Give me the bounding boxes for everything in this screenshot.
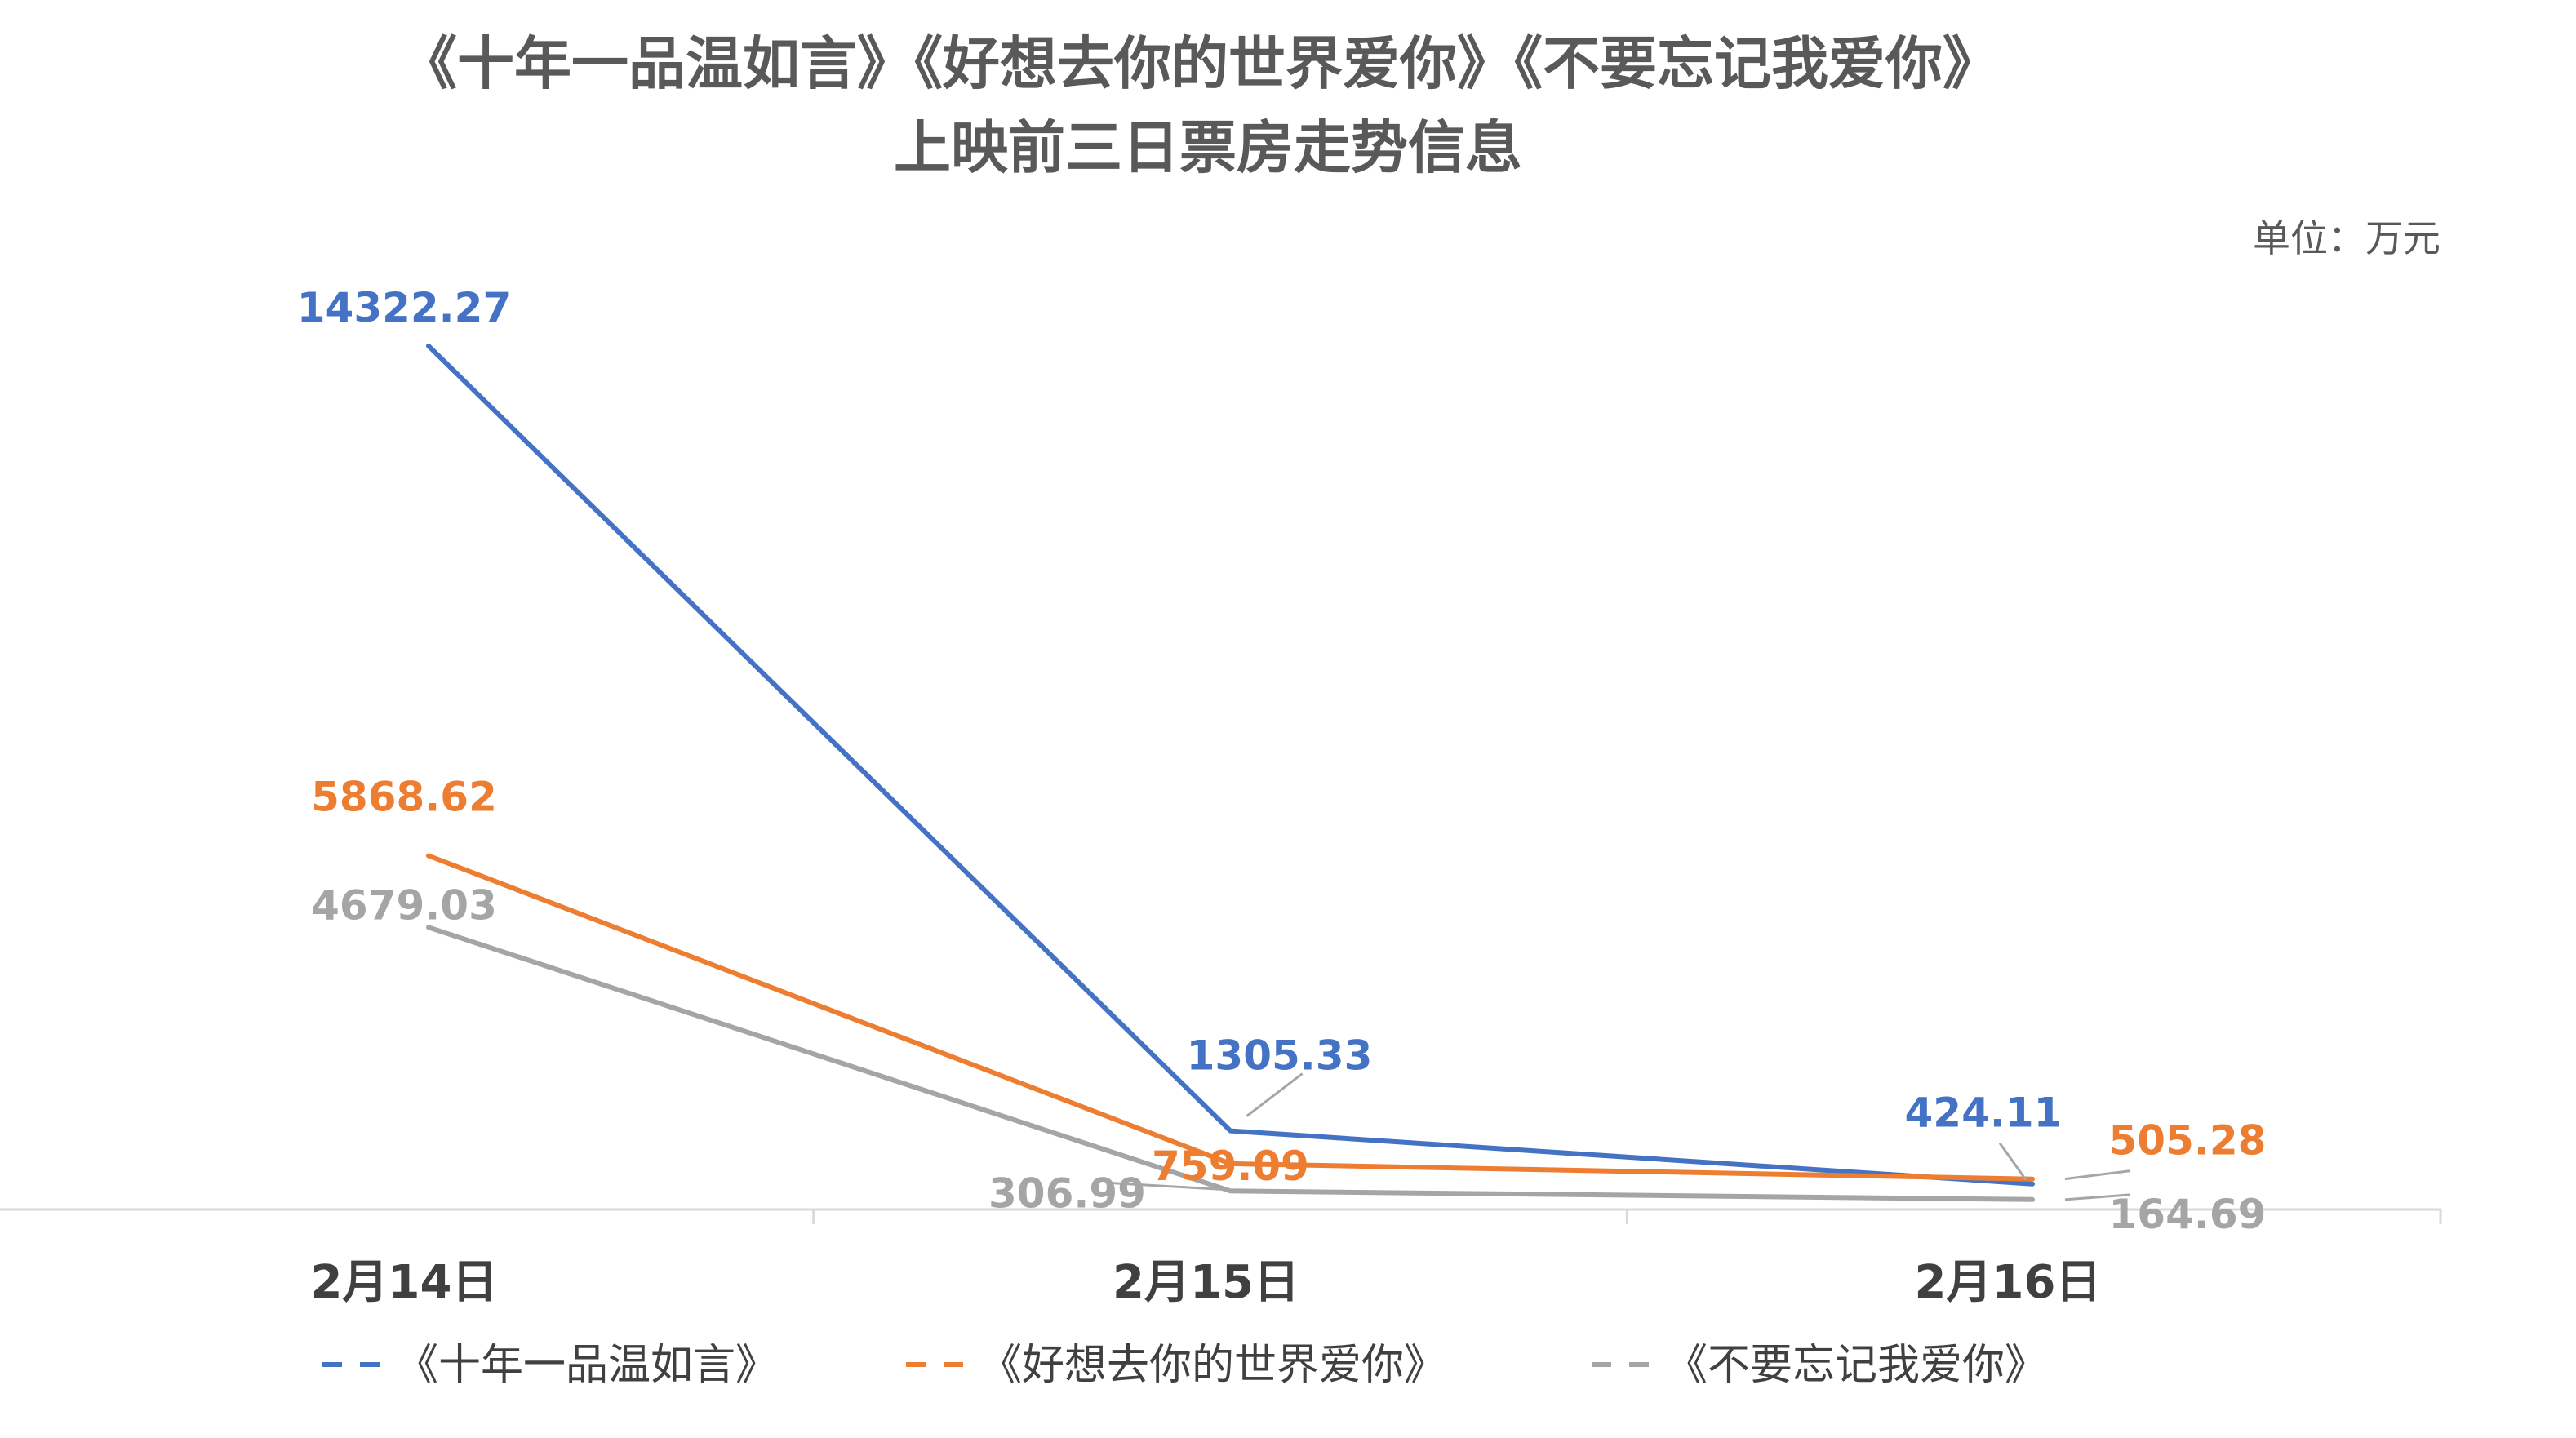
unit-label: 单位：万元 bbox=[2253, 216, 2441, 260]
series-line bbox=[426, 925, 2035, 1202]
legend: 《十年一品温如言》 《好想去你的世界爱你》 《不要忘记我爱你》 bbox=[322, 1341, 2047, 1390]
chart-title-line2: 上映前三日票房走势信息 bbox=[894, 114, 1522, 181]
data-label: 5868.62 bbox=[311, 773, 497, 820]
legend-label: 《十年一品温如言》 bbox=[396, 1341, 778, 1390]
plot-area: 2月14日 2月15日 2月16日 14322.27 1305.33 424.11 5868… bbox=[0, 284, 2442, 1309]
data-label: 14322.27 bbox=[297, 284, 512, 331]
data-label: 759.09 bbox=[1152, 1143, 1309, 1190]
data-label: 424.11 bbox=[1905, 1090, 2063, 1137]
series-line bbox=[426, 343, 2035, 1187]
chart-title-line1: 《十年一品温如言》《好想去你的世界爱你》《不要忘记我爱你》 bbox=[400, 30, 2000, 97]
label-leader-line bbox=[2064, 1169, 2131, 1181]
label-leader-line bbox=[1998, 1142, 2027, 1181]
data-label: 306.99 bbox=[988, 1169, 1146, 1217]
data-label: 1305.33 bbox=[1187, 1032, 1373, 1080]
label-leader-line bbox=[1108, 1181, 1223, 1191]
x-tick-label: 2月16日 bbox=[1915, 1256, 2102, 1309]
series-line bbox=[426, 853, 2035, 1182]
x-tick-label: 2月14日 bbox=[311, 1256, 498, 1309]
data-label: 505.28 bbox=[2109, 1117, 2267, 1165]
legend-label: 《好想去你的世界爱你》 bbox=[979, 1341, 1446, 1390]
label-leader-line bbox=[1246, 1072, 1304, 1117]
legend-label: 《不要忘记我爱你》 bbox=[1665, 1341, 2047, 1390]
x-tick-label: 2月15日 bbox=[1113, 1256, 1299, 1309]
data-label: 4679.03 bbox=[311, 881, 497, 929]
label-leader-line bbox=[2064, 1193, 2131, 1201]
data-label: 164.69 bbox=[2109, 1191, 2267, 1238]
